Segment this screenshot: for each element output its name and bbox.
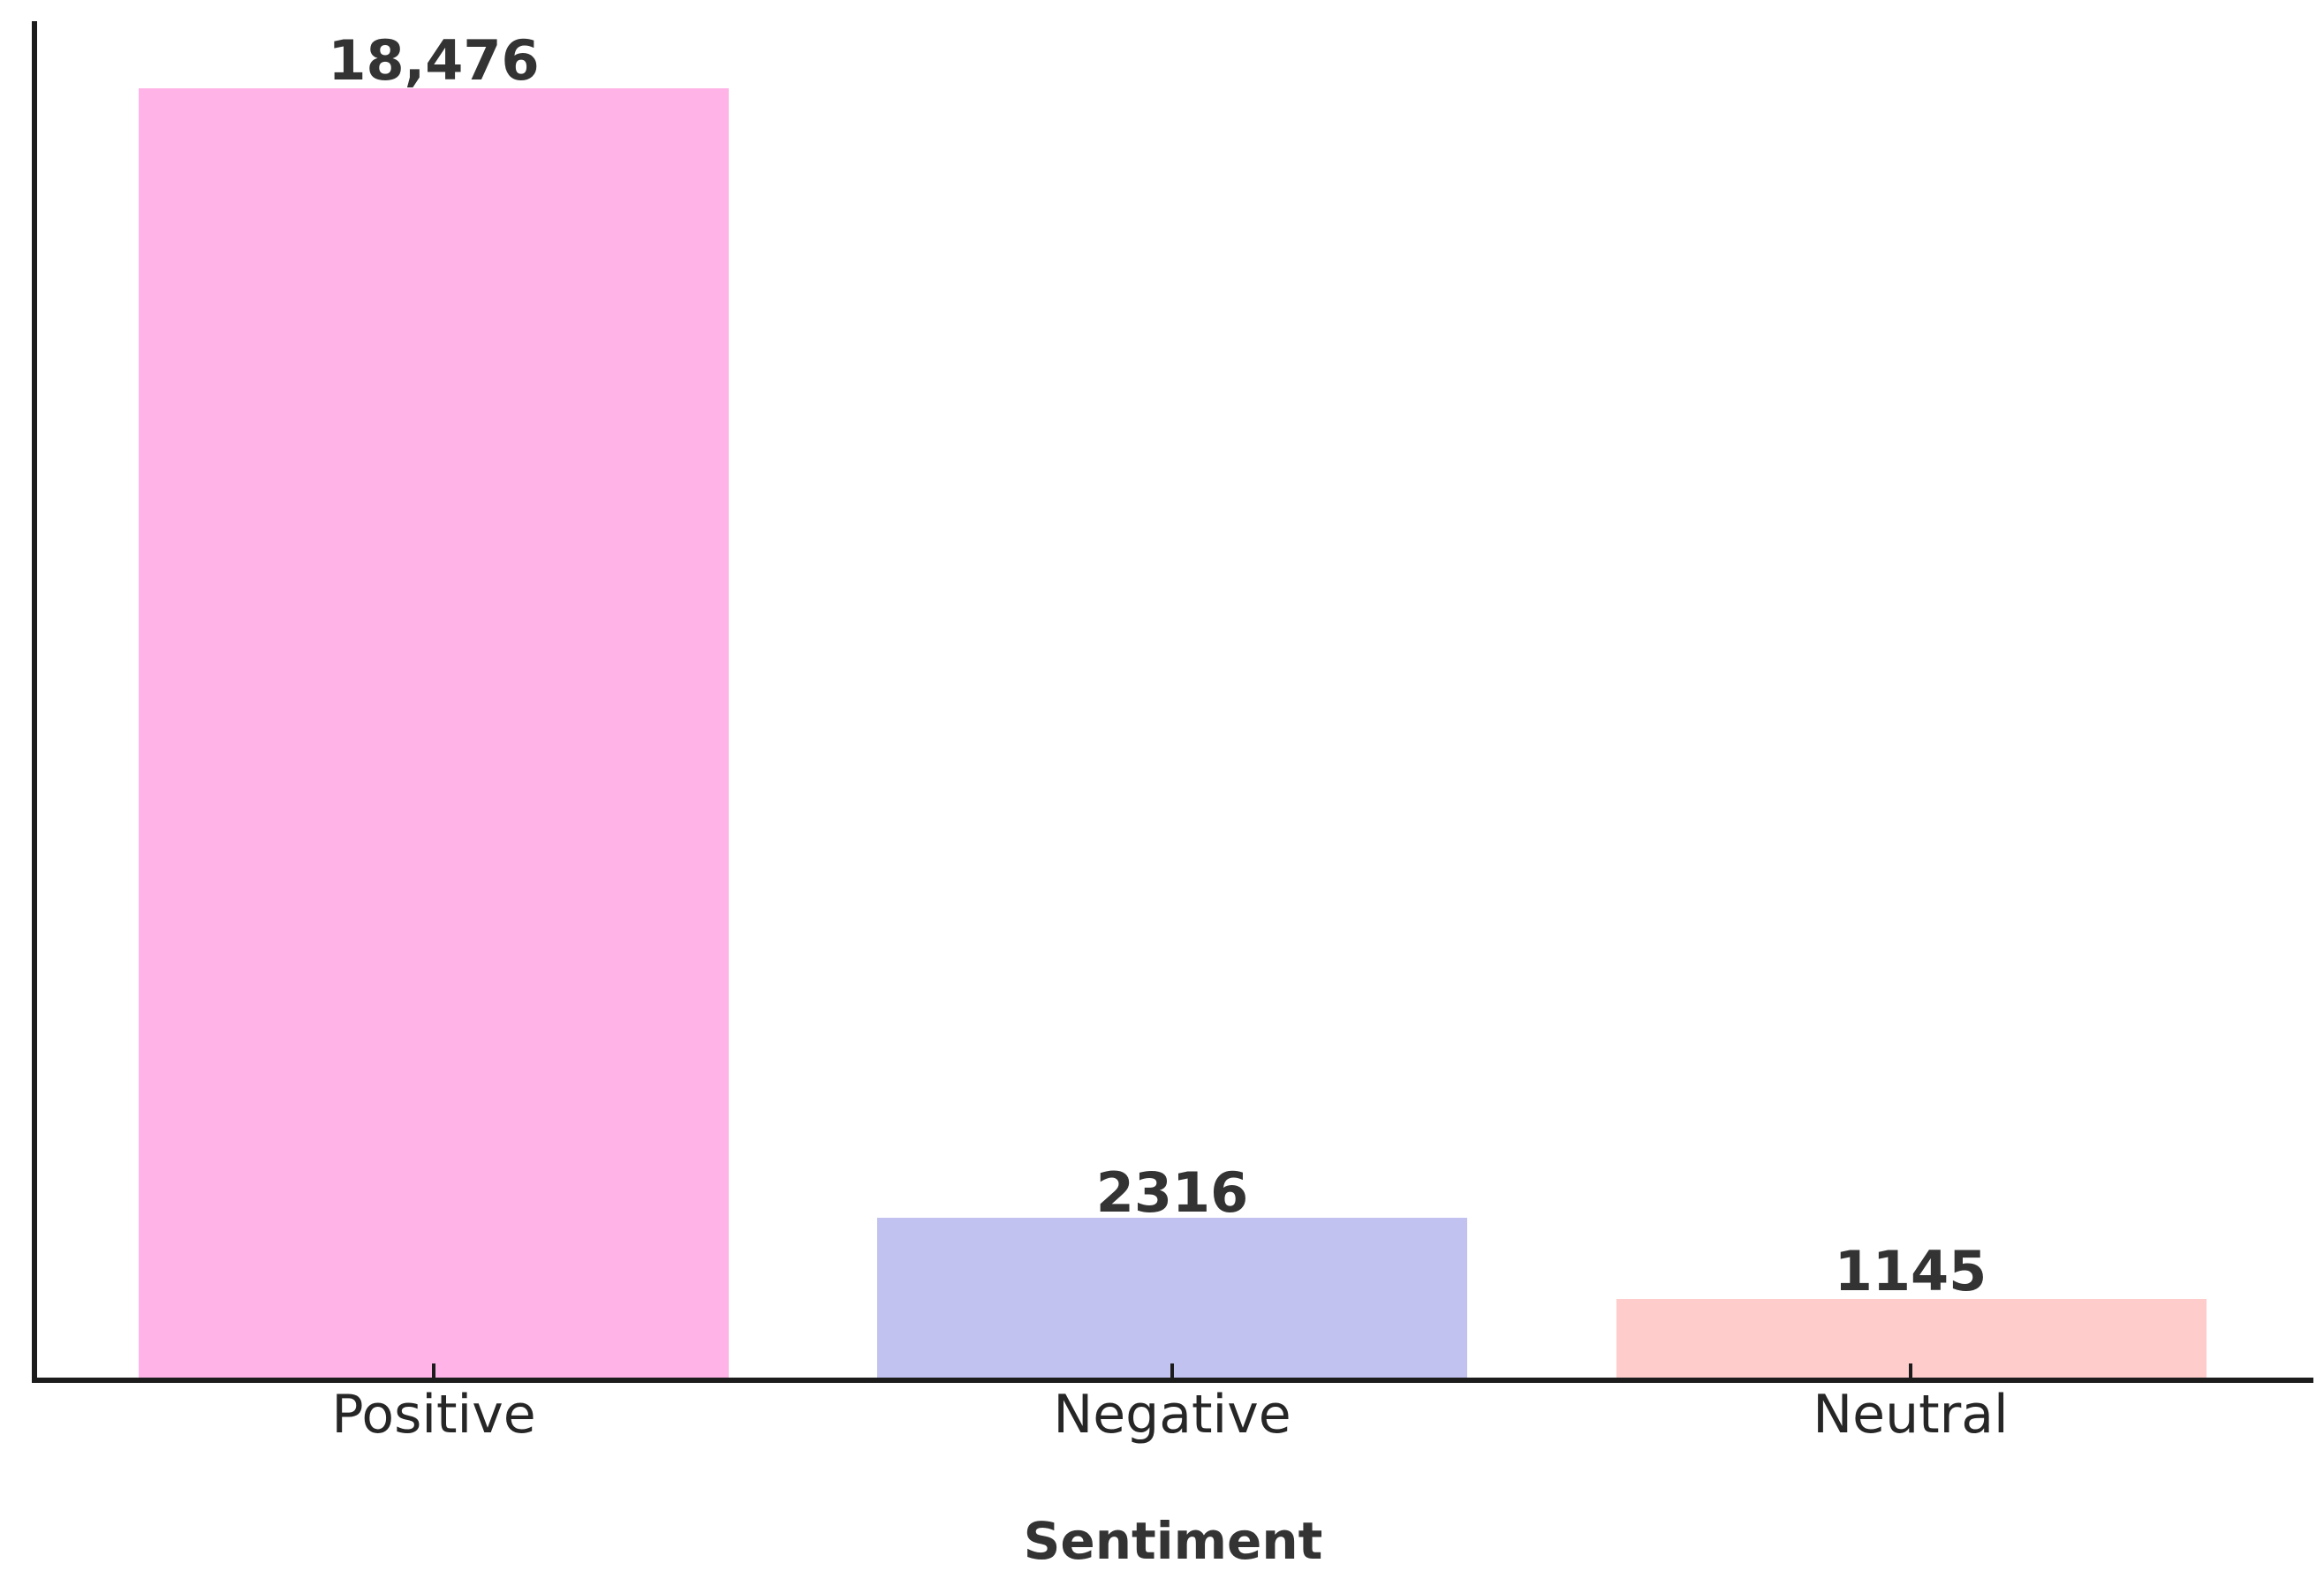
x-tick-label-negative: Negative: [1053, 1384, 1291, 1446]
x-axis-spine: [32, 1378, 2313, 1383]
x-tick-label-positive: Positive: [331, 1384, 536, 1446]
bar-value-label-positive: 18,476: [328, 28, 540, 93]
x-tick-neutral: [1909, 1363, 1912, 1378]
bar-positive: [139, 88, 729, 1378]
x-tick-positive: [432, 1363, 435, 1378]
x-axis-title: Sentiment: [1023, 1511, 1323, 1571]
bar-value-label-neutral: 1145: [1834, 1239, 1987, 1303]
x-tick-label-neutral: Neutral: [1813, 1384, 2009, 1446]
x-tick-negative: [1170, 1363, 1174, 1378]
bar-negative: [877, 1218, 1467, 1378]
bar-value-label-negative: 2316: [1095, 1160, 1249, 1225]
y-axis-spine: [32, 21, 37, 1383]
